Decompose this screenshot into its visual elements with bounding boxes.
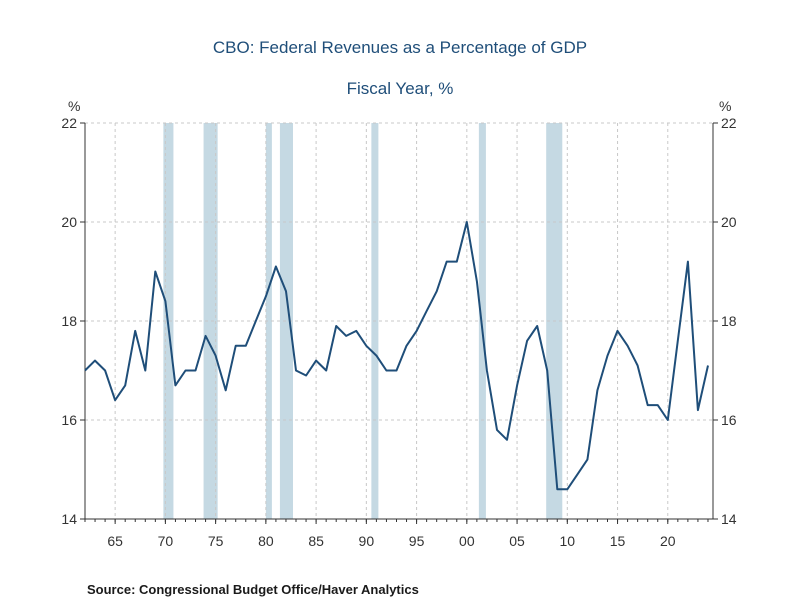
x-tick-label: 70 xyxy=(158,533,174,549)
data-point xyxy=(446,261,448,263)
data-point xyxy=(184,370,186,372)
chart-title: CBO: Federal Revenues as a Percentage of… xyxy=(212,38,588,57)
data-point xyxy=(315,360,317,362)
x-tick-label: 00 xyxy=(459,533,475,549)
data-point xyxy=(225,389,227,391)
data-point xyxy=(295,370,297,372)
data-point xyxy=(164,300,166,302)
y-tick-label-right: 18 xyxy=(721,313,737,329)
y-tick-label-right: 14 xyxy=(721,511,737,527)
y-tick-label-left: 20 xyxy=(61,214,77,230)
data-point xyxy=(566,488,568,490)
data-point xyxy=(235,345,237,347)
series xyxy=(84,221,709,491)
data-point xyxy=(406,345,408,347)
data-point xyxy=(647,404,649,406)
data-point xyxy=(195,370,197,372)
x-tick-label: 95 xyxy=(409,533,425,549)
y-tick-label-left: 16 xyxy=(61,412,77,428)
data-point xyxy=(134,330,136,332)
data-point xyxy=(416,330,418,332)
axes: % % 14 14 16 16 18 18 20 20 22 22 65 70 75 80 85 90 95 00… xyxy=(61,98,736,549)
data-point xyxy=(546,370,548,372)
data-point xyxy=(285,290,287,292)
data-point xyxy=(84,370,86,372)
data-point xyxy=(516,384,518,386)
data-point xyxy=(245,345,247,347)
y-tick-label-left: 18 xyxy=(61,313,77,329)
data-point xyxy=(657,404,659,406)
data-point xyxy=(627,345,629,347)
data-point xyxy=(466,221,468,223)
data-point xyxy=(94,360,96,362)
series-line xyxy=(84,221,709,491)
data-point xyxy=(124,384,126,386)
data-point xyxy=(114,399,116,401)
data-point xyxy=(436,290,438,292)
y-tick-label-right: 22 xyxy=(721,115,737,131)
data-point xyxy=(606,355,608,357)
x-tick-label: 15 xyxy=(610,533,626,549)
data-point xyxy=(255,320,257,322)
y-tick-label-left: 22 xyxy=(61,115,77,131)
x-tick-label: 85 xyxy=(308,533,324,549)
data-point xyxy=(506,439,508,441)
data-point xyxy=(265,295,267,297)
data-point xyxy=(476,280,478,282)
data-point xyxy=(385,370,387,372)
data-point xyxy=(677,340,679,342)
data-point xyxy=(144,370,146,372)
x-tick-label: 90 xyxy=(359,533,375,549)
data-point xyxy=(345,335,347,337)
recession-band xyxy=(265,123,272,519)
data-point xyxy=(375,355,377,357)
data-point xyxy=(667,419,669,421)
data-point xyxy=(576,473,578,475)
data-point xyxy=(305,374,307,376)
gridlines xyxy=(85,122,713,519)
data-point xyxy=(687,261,689,263)
x-tick-label: 05 xyxy=(509,533,525,549)
x-tick-label: 75 xyxy=(208,533,224,549)
data-point xyxy=(586,459,588,461)
chart-subtitle: Fiscal Year, % xyxy=(346,79,454,98)
x-tick-label: 65 xyxy=(107,533,123,549)
data-point xyxy=(496,429,498,431)
y-tick-label-left: 14 xyxy=(61,511,77,527)
y-axis-unit-left: % xyxy=(68,98,80,114)
data-point xyxy=(426,310,428,312)
x-tick-label: 80 xyxy=(258,533,274,549)
data-point xyxy=(596,389,598,391)
y-tick-label-right: 16 xyxy=(721,412,737,428)
x-tick-label: 10 xyxy=(560,533,576,549)
data-point xyxy=(707,365,709,367)
data-point xyxy=(536,325,538,327)
data-point xyxy=(486,370,488,372)
data-point xyxy=(697,409,699,411)
y-axis-unit-right: % xyxy=(719,98,731,114)
data-point xyxy=(556,488,558,490)
data-point xyxy=(174,384,176,386)
data-point xyxy=(325,370,327,372)
data-point xyxy=(395,370,397,372)
data-point xyxy=(617,330,619,332)
data-point xyxy=(365,345,367,347)
y-tick-label-right: 20 xyxy=(721,214,737,230)
data-point xyxy=(456,261,458,263)
source-note: Source: Congressional Budget Office/Have… xyxy=(87,582,419,597)
data-point xyxy=(637,365,639,367)
data-point xyxy=(526,340,528,342)
x-tick-label: 20 xyxy=(660,533,676,549)
data-point xyxy=(205,335,207,337)
data-point xyxy=(104,370,106,372)
data-point xyxy=(154,271,156,273)
data-point xyxy=(355,330,357,332)
data-point xyxy=(335,325,337,327)
data-point xyxy=(215,355,217,357)
data-point xyxy=(275,266,277,268)
